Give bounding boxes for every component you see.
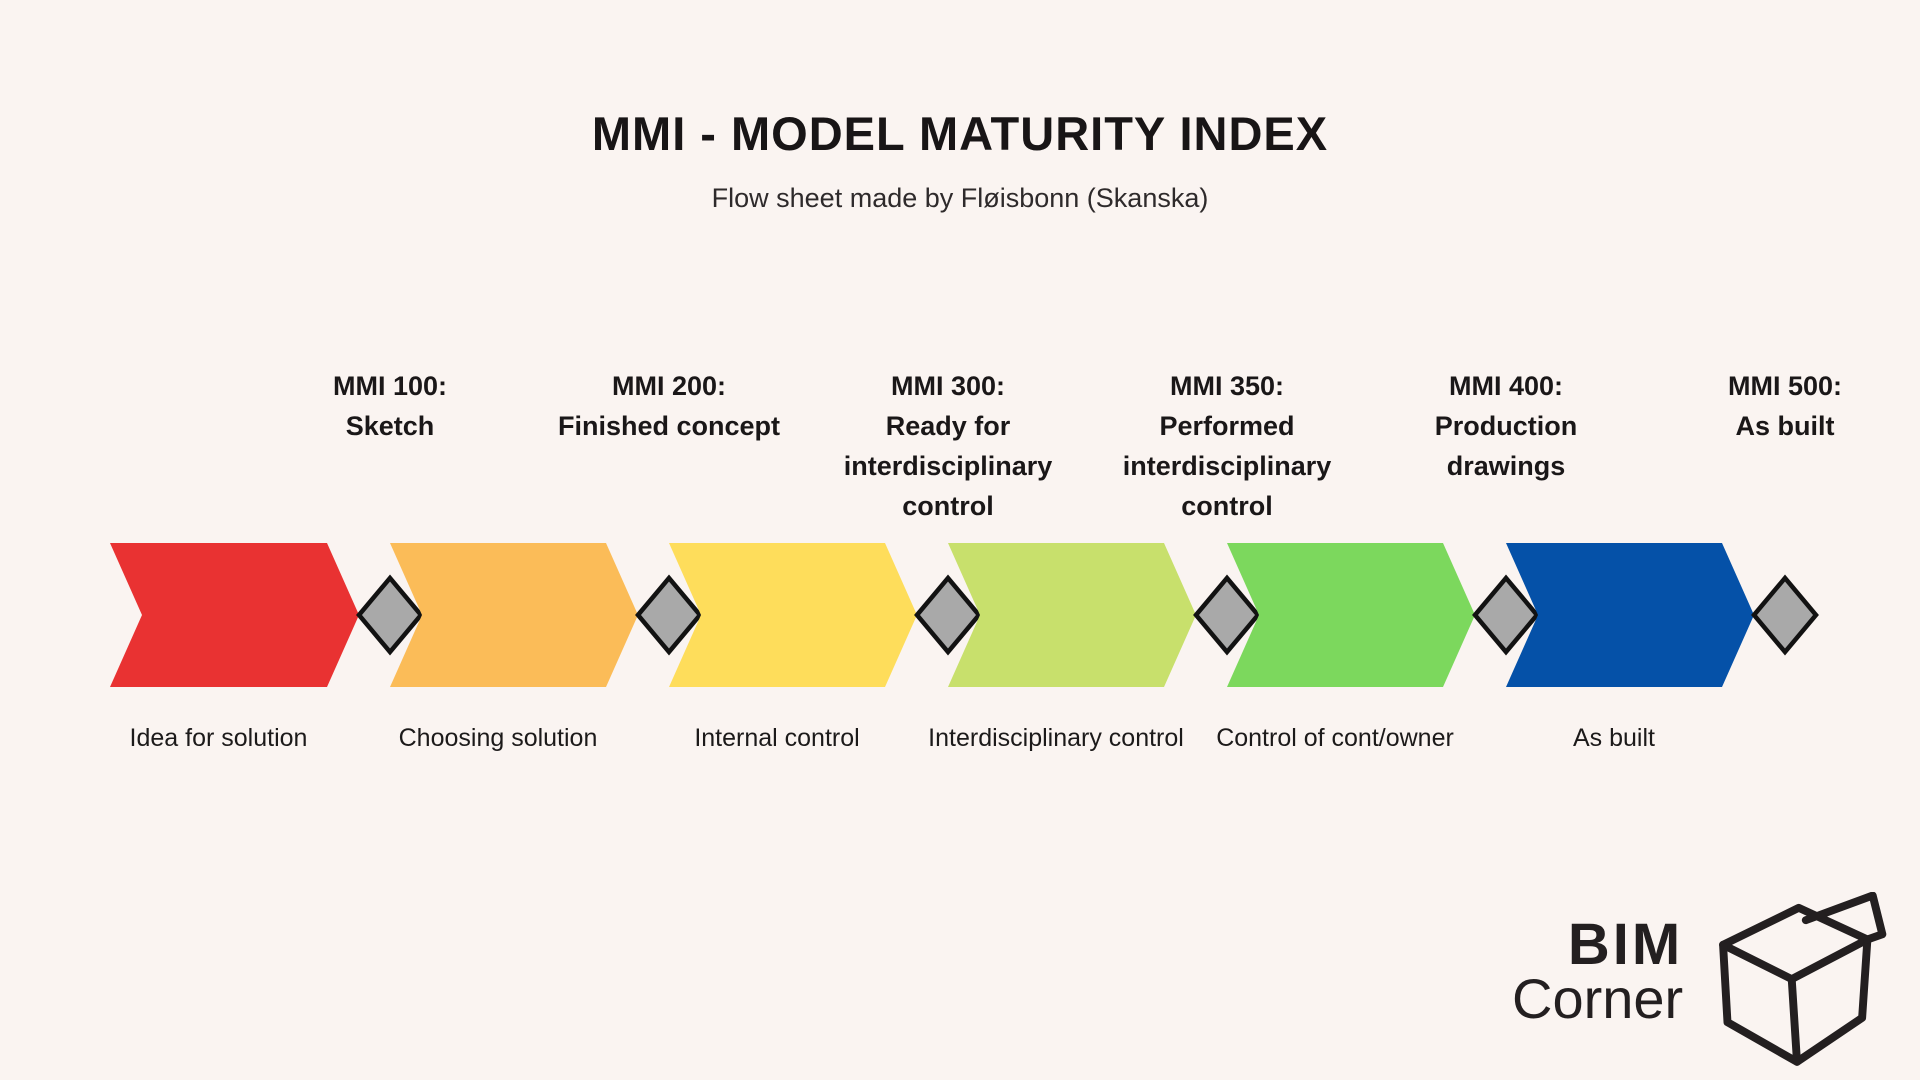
mmi-code: MMI 400:: [1448, 371, 1564, 401]
mmi-label-3: MMI 300: Ready for interdisciplinary cont…: [831, 366, 1066, 526]
stage-arrow-2: [390, 543, 638, 687]
mmi-code: MMI 350:: [1169, 371, 1285, 401]
mmi-milestone: Finished concept: [557, 411, 781, 441]
logo-corner-text: Corner: [1512, 967, 1684, 1030]
mmi-code: MMI 300:: [890, 371, 1006, 401]
open-box-icon: [1719, 892, 1887, 1066]
logo-bim-text: BIM: [1567, 912, 1684, 977]
mmi-label-4: MMI 350: Performed interdisciplinary cont…: [1110, 366, 1345, 526]
mmi-code: MMI 500:: [1727, 371, 1843, 401]
phase-label-4: Interdisciplinary control: [928, 724, 1184, 752]
mmi-code: MMI 100:: [332, 371, 448, 401]
milestone-diamond-1: [356, 574, 424, 656]
mmi-code: MMI 200:: [611, 371, 727, 401]
phase-label-2: Choosing solution: [398, 724, 598, 752]
milestone-diamond-2: [635, 574, 703, 656]
page-title: MMI - MODEL MATURITY INDEX: [591, 107, 1329, 160]
mmi-milestone: Ready for interdisciplinary control: [843, 411, 1053, 521]
mmi-label-1: MMI 100: Sketch: [273, 366, 508, 446]
mmi-label-6: MMI 500: As built: [1668, 366, 1903, 446]
milestone-diamond-6: [1751, 574, 1819, 656]
milestone-diamond-5: [1472, 574, 1540, 656]
phase-label-3: Internal control: [694, 724, 860, 752]
milestone-diamond-4: [1193, 574, 1261, 656]
mmi-milestone: Sketch: [345, 411, 435, 441]
stage-arrow-3: [669, 543, 917, 687]
milestone-diamond-3: [914, 574, 982, 656]
stage-arrow-5: [1227, 543, 1475, 687]
mmi-milestone: Production drawings: [1434, 411, 1578, 481]
bim-corner-logo-text: BIM Corner: [1512, 892, 1683, 1068]
phase-label-1: Idea for solution: [129, 724, 308, 752]
stage-arrow-1: [110, 543, 359, 687]
mmi-milestone: As built: [1735, 411, 1835, 441]
stage-arrow-4: [948, 543, 1196, 687]
phase-label-5: Control of cont/owner: [1216, 724, 1454, 752]
page-subtitle: Flow sheet made by Fløisbonn (Skanska): [711, 183, 1209, 213]
bim-corner-logo: BIM Corner: [1512, 892, 1887, 1068]
phase-label-6: As built: [1573, 724, 1655, 752]
mmi-milestone: Performed interdisciplinary control: [1122, 411, 1332, 521]
mmi-label-5: MMI 400: Production drawings: [1389, 366, 1624, 486]
stage-arrow-6: [1506, 543, 1754, 687]
mmi-label-2: MMI 200: Finished concept: [552, 366, 787, 446]
